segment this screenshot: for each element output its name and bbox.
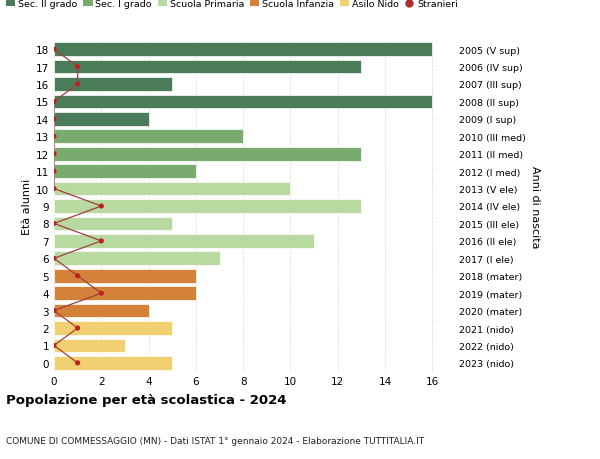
Point: [73, 81, 82, 89]
Bar: [54, 165, 196, 179]
Bar: [54, 287, 196, 300]
Text: Popolazione per età scolastica - 2024: Popolazione per età scolastica - 2024: [6, 393, 287, 406]
Legend: Sec. II grado, Sec. I grado, Scuola Primaria, Scuola Infanzia, Asilo Nido, Stran: Sec. II grado, Sec. I grado, Scuola Prim…: [6, 0, 458, 9]
Bar: [54, 269, 196, 283]
Point: [97, 290, 106, 297]
Bar: [54, 235, 314, 248]
Bar: [54, 78, 172, 92]
Point: [49, 220, 59, 228]
Point: [49, 168, 59, 175]
Y-axis label: Età alunni: Età alunni: [22, 179, 32, 235]
Point: [49, 342, 59, 349]
Point: [73, 273, 82, 280]
Bar: [54, 148, 361, 161]
Point: [73, 359, 82, 367]
Bar: [54, 130, 243, 144]
Bar: [54, 61, 361, 74]
Bar: [54, 339, 125, 353]
Point: [97, 238, 106, 245]
Bar: [54, 43, 433, 57]
Point: [49, 46, 59, 54]
Point: [49, 133, 59, 140]
Bar: [54, 304, 149, 318]
Point: [49, 99, 59, 106]
Bar: [54, 252, 220, 265]
Point: [49, 185, 59, 193]
Point: [49, 116, 59, 123]
Point: [73, 325, 82, 332]
Bar: [54, 182, 290, 196]
Bar: [54, 356, 172, 370]
Bar: [54, 200, 361, 213]
Bar: [54, 217, 172, 231]
Point: [97, 203, 106, 210]
Point: [49, 307, 59, 314]
Point: [49, 151, 59, 158]
Point: [49, 255, 59, 263]
Point: [73, 64, 82, 71]
Y-axis label: Anni di nascita: Anni di nascita: [530, 165, 539, 248]
Bar: [54, 113, 149, 126]
Bar: [54, 95, 433, 109]
Text: COMUNE DI COMMESSAGGIO (MN) - Dati ISTAT 1° gennaio 2024 - Elaborazione TUTTITAL: COMUNE DI COMMESSAGGIO (MN) - Dati ISTAT…: [6, 436, 424, 445]
Bar: [54, 321, 172, 335]
